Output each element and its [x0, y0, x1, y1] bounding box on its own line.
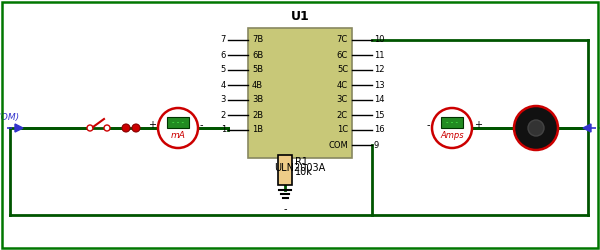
- Text: 5: 5: [221, 66, 226, 74]
- Text: 6B: 6B: [252, 50, 263, 59]
- Text: - - -: - - -: [172, 120, 184, 126]
- Circle shape: [514, 106, 558, 150]
- Text: 4: 4: [221, 80, 226, 90]
- Text: 3C: 3C: [337, 96, 348, 104]
- Text: -: -: [200, 120, 203, 130]
- Text: 3: 3: [221, 96, 226, 104]
- Text: 3B: 3B: [252, 96, 263, 104]
- Text: R1: R1: [295, 157, 308, 167]
- Circle shape: [87, 125, 93, 131]
- Text: 9: 9: [374, 140, 379, 149]
- Text: 5C: 5C: [337, 66, 348, 74]
- Text: (COM): (COM): [0, 113, 19, 122]
- Circle shape: [158, 108, 198, 148]
- Text: 7C: 7C: [337, 36, 348, 44]
- Text: 6: 6: [221, 50, 226, 59]
- Text: 5B: 5B: [252, 66, 263, 74]
- Circle shape: [104, 125, 110, 131]
- Text: 2: 2: [221, 110, 226, 120]
- Text: 7B: 7B: [252, 36, 263, 44]
- Text: 7: 7: [221, 36, 226, 44]
- Text: -: -: [427, 120, 430, 130]
- Polygon shape: [15, 124, 23, 132]
- Text: 10k: 10k: [295, 167, 313, 177]
- Text: U1: U1: [290, 10, 310, 23]
- Bar: [167, 117, 189, 128]
- Text: 1B: 1B: [252, 126, 263, 134]
- Circle shape: [132, 124, 140, 132]
- Circle shape: [432, 108, 472, 148]
- Text: 2C: 2C: [337, 110, 348, 120]
- Text: 16: 16: [374, 126, 385, 134]
- Text: 1: 1: [221, 126, 226, 134]
- Circle shape: [528, 120, 544, 136]
- Text: 4B: 4B: [252, 80, 263, 90]
- Text: 1C: 1C: [337, 126, 348, 134]
- Text: 4C: 4C: [337, 80, 348, 90]
- Text: 6C: 6C: [337, 50, 348, 59]
- Text: COM: COM: [328, 140, 348, 149]
- Polygon shape: [583, 124, 591, 132]
- Text: 10: 10: [374, 36, 385, 44]
- Text: mA: mA: [170, 130, 185, 140]
- Text: -: -: [283, 204, 287, 214]
- Text: +: +: [474, 120, 482, 130]
- Text: 2B: 2B: [252, 110, 263, 120]
- Text: +: +: [148, 120, 156, 130]
- Circle shape: [122, 124, 130, 132]
- Text: ULN2003A: ULN2003A: [274, 163, 326, 173]
- Bar: [441, 117, 463, 128]
- Text: Amps: Amps: [440, 130, 464, 140]
- Text: - - -: - - -: [446, 120, 458, 126]
- Text: 15: 15: [374, 110, 385, 120]
- Bar: [248, 28, 352, 158]
- Bar: [278, 155, 292, 185]
- Text: 13: 13: [374, 80, 385, 90]
- Text: 11: 11: [374, 50, 385, 59]
- Text: 14: 14: [374, 96, 385, 104]
- Text: 12: 12: [374, 66, 385, 74]
